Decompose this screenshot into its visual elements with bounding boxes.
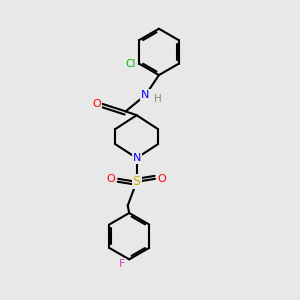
Text: S: S <box>133 175 141 188</box>
Text: N: N <box>132 153 141 163</box>
Text: N: N <box>141 90 150 100</box>
Text: Cl: Cl <box>125 58 136 68</box>
Text: H: H <box>154 94 161 103</box>
Text: O: O <box>158 174 167 184</box>
Text: O: O <box>92 99 101 109</box>
Text: O: O <box>107 174 116 184</box>
Text: F: F <box>118 259 125 269</box>
